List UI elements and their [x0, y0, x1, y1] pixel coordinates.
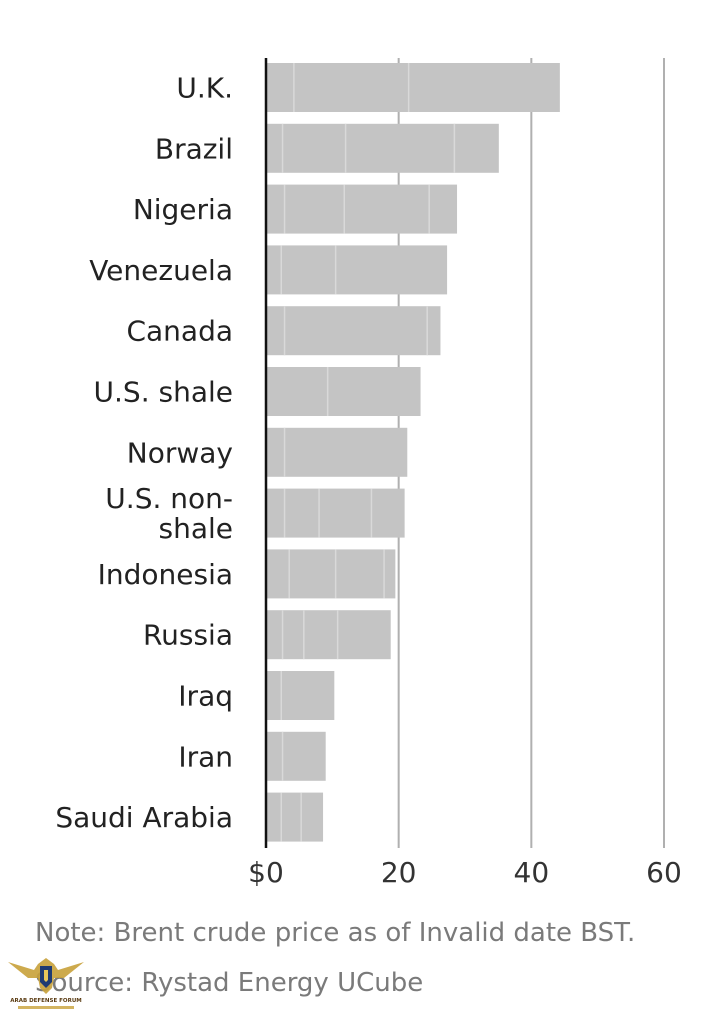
category-label-brazil: Brazil [155, 132, 233, 165]
category-label-line: Iraq [178, 680, 233, 713]
category-label-line: U.S. non- [105, 482, 233, 515]
bar-group-iraq [266, 671, 335, 720]
category-label-line: Canada [126, 315, 233, 348]
category-label-line: Norway [127, 436, 233, 469]
bar-group-u-k [266, 63, 560, 112]
category-label-u-s-non-shale: U.S. non-shale [105, 482, 233, 545]
bar-group-brazil [266, 123, 499, 173]
x-tick-label-20: 20 [381, 856, 417, 889]
category-label-iraq: Iraq [178, 680, 233, 713]
bar-saudi-arabia [266, 792, 324, 842]
category-label-u-s-shale: U.S. shale [94, 376, 233, 409]
bar-group-nigeria [266, 184, 458, 234]
x-tick-label-60: 60 [646, 856, 682, 889]
category-label-iran: Iran [178, 740, 233, 773]
svg-text:ARAB DEFENSE FORUM: ARAB DEFENSE FORUM [10, 998, 82, 1004]
category-label-u-k: U.K. [176, 72, 233, 105]
bar-indonesia [266, 549, 396, 599]
eagle-shield-logo-icon: ARAB DEFENSE FORUM [8, 958, 84, 1009]
bar-group-canada [266, 306, 441, 356]
bar-canada [266, 306, 441, 356]
category-label-line: Iran [178, 740, 233, 773]
bar-russia [266, 610, 391, 660]
category-label-norway: Norway [127, 436, 233, 469]
source-text: Source: Rystad Energy UCube [35, 968, 424, 998]
bar-brazil [266, 123, 499, 173]
bar-group-venezuela [266, 245, 448, 295]
category-label-line: Russia [143, 619, 233, 652]
bar-group-u-s-non-shale [266, 488, 405, 538]
category-label-nigeria: Nigeria [133, 193, 233, 226]
category-label-line: U.K. [176, 72, 233, 105]
category-label-canada: Canada [126, 315, 233, 348]
bar-venezuela [266, 245, 448, 295]
bars [266, 63, 560, 842]
category-label-line: Saudi Arabia [55, 801, 233, 834]
bar-u-s-non-shale [266, 488, 405, 538]
bar-group-indonesia [266, 549, 396, 599]
bar-iraq [266, 671, 335, 720]
bar-norway [266, 427, 408, 477]
bar-group-norway [266, 427, 408, 477]
category-label-line: Venezuela [89, 254, 233, 287]
x-tick-labels: $0 20 40 60 [248, 856, 682, 889]
category-label-line: shale [159, 512, 234, 545]
bar-chart: U.K. Brazil Nigeria Venezuela Canada U.S. sha… [55, 58, 682, 889]
category-label-saudi-arabia: Saudi Arabia [55, 801, 233, 834]
bar-u-k [266, 63, 560, 112]
category-label-line: Indonesia [98, 558, 233, 591]
category-label-line: Brazil [155, 132, 233, 165]
category-label-line: Nigeria [133, 193, 233, 226]
category-label-line: U.S. shale [94, 376, 233, 409]
bar-nigeria [266, 184, 458, 234]
bar-group-russia [266, 610, 391, 660]
category-label-venezuela: Venezuela [89, 254, 233, 287]
category-labels: U.K. Brazil Nigeria Venezuela Canada U.S. sha… [55, 72, 233, 835]
bar-u-s-shale [266, 367, 421, 416]
x-tick-label-0: $0 [248, 856, 284, 889]
bar-group-saudi-arabia [266, 792, 324, 842]
bar-iran [266, 731, 326, 781]
category-label-indonesia: Indonesia [98, 558, 233, 591]
bar-group-iran [266, 731, 326, 781]
note-text: Note: Brent crude price as of Invalid da… [35, 918, 636, 948]
gridlines [397, 58, 665, 848]
bar-group-u-s-shale [266, 367, 421, 416]
category-label-russia: Russia [143, 619, 233, 652]
x-tick-label-40: 40 [514, 856, 550, 889]
